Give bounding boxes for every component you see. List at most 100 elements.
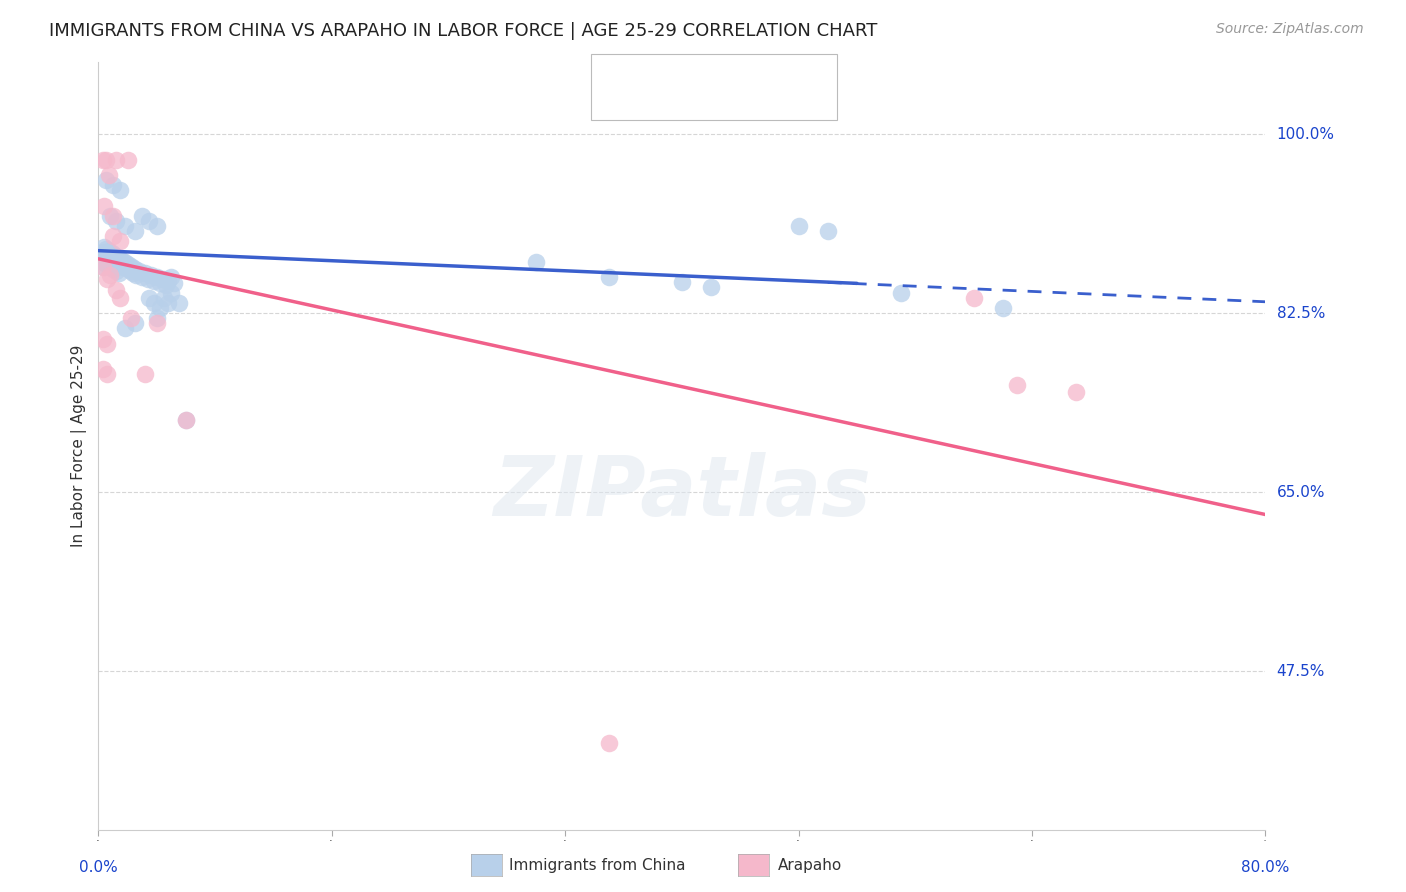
- Point: [93, 199, 115, 213]
- Point: [104, 253, 127, 268]
- Point: [110, 252, 132, 266]
- Point: [817, 224, 839, 238]
- Text: Arapaho: Arapaho: [778, 858, 842, 872]
- Point: [97, 253, 120, 268]
- Point: [103, 258, 125, 272]
- Point: [121, 260, 143, 274]
- Point: [152, 272, 174, 286]
- Point: [125, 268, 148, 283]
- Point: [101, 178, 124, 193]
- Point: [139, 268, 162, 283]
- Text: R =: R =: [644, 94, 683, 112]
- Text: IMMIGRANTS FROM CHINA VS ARAPAHO IN LABOR FORCE | AGE 25-29 CORRELATION CHART: IMMIGRANTS FROM CHINA VS ARAPAHO IN LABO…: [49, 22, 877, 40]
- Point: [120, 311, 142, 326]
- Text: 80.0%: 80.0%: [1241, 860, 1289, 875]
- Point: [114, 219, 136, 233]
- Point: [100, 245, 122, 260]
- Point: [153, 291, 176, 305]
- Text: 100.0%: 100.0%: [1277, 127, 1334, 142]
- Point: [167, 295, 190, 310]
- Point: [97, 168, 120, 182]
- Point: [128, 264, 150, 278]
- Text: Source: ZipAtlas.com: Source: ZipAtlas.com: [1216, 22, 1364, 37]
- Point: [104, 153, 127, 167]
- Y-axis label: In Labor Force | Age 25-29: In Labor Force | Age 25-29: [72, 345, 87, 547]
- Point: [700, 280, 723, 294]
- Point: [138, 214, 160, 228]
- Point: [100, 256, 122, 270]
- Point: [91, 153, 114, 167]
- Point: [138, 291, 160, 305]
- Point: [104, 264, 127, 278]
- Text: R =: R =: [644, 63, 683, 81]
- Point: [101, 252, 124, 266]
- Point: [96, 258, 118, 272]
- Text: N =: N =: [740, 63, 797, 81]
- Point: [149, 277, 172, 291]
- Point: [157, 295, 180, 310]
- Point: [94, 252, 117, 266]
- Point: [96, 368, 118, 382]
- Point: [146, 219, 169, 233]
- Text: 25: 25: [785, 94, 810, 112]
- Point: [524, 255, 547, 269]
- Point: [124, 262, 146, 277]
- Point: [155, 278, 177, 293]
- Point: [118, 258, 141, 272]
- Point: [101, 229, 124, 244]
- Point: [105, 260, 128, 274]
- Point: [98, 268, 121, 283]
- Point: [111, 258, 134, 272]
- Point: [598, 736, 620, 750]
- Point: [104, 214, 127, 228]
- Point: [142, 295, 165, 310]
- Point: [122, 266, 145, 280]
- Point: [146, 311, 169, 326]
- Point: [93, 239, 115, 253]
- Text: 65.0%: 65.0%: [1277, 484, 1324, 500]
- Point: [142, 274, 165, 288]
- Point: [103, 248, 125, 262]
- Point: [991, 301, 1014, 315]
- Point: [98, 260, 121, 274]
- Point: [124, 224, 146, 238]
- Text: 76: 76: [785, 63, 810, 81]
- Point: [136, 272, 159, 286]
- Point: [114, 321, 136, 335]
- Point: [163, 277, 186, 291]
- Point: [108, 256, 131, 270]
- Point: [134, 266, 156, 280]
- Point: [124, 316, 146, 330]
- Point: [101, 209, 124, 223]
- Point: [94, 153, 117, 167]
- Point: [160, 285, 183, 300]
- Point: [108, 266, 131, 280]
- Point: [110, 183, 132, 197]
- Point: [598, 270, 620, 285]
- Point: [160, 270, 183, 285]
- Point: [117, 262, 139, 277]
- Point: [131, 209, 153, 223]
- Text: -0.340: -0.340: [686, 94, 751, 112]
- Point: [1064, 384, 1087, 399]
- Text: -0.166: -0.166: [686, 63, 751, 81]
- Point: [90, 250, 112, 264]
- Point: [962, 291, 984, 305]
- Point: [93, 260, 115, 274]
- Point: [114, 260, 136, 274]
- Text: Immigrants from China: Immigrants from China: [509, 858, 686, 872]
- Point: [110, 291, 132, 305]
- Point: [671, 276, 693, 290]
- Point: [105, 250, 128, 264]
- Point: [131, 270, 153, 285]
- Point: [117, 153, 139, 167]
- Point: [174, 413, 197, 427]
- Point: [134, 368, 156, 382]
- Point: [96, 272, 118, 286]
- Point: [110, 235, 132, 249]
- Point: [91, 362, 114, 376]
- Point: [101, 262, 124, 277]
- Point: [174, 413, 197, 427]
- Point: [157, 274, 180, 288]
- Text: 82.5%: 82.5%: [1277, 306, 1324, 320]
